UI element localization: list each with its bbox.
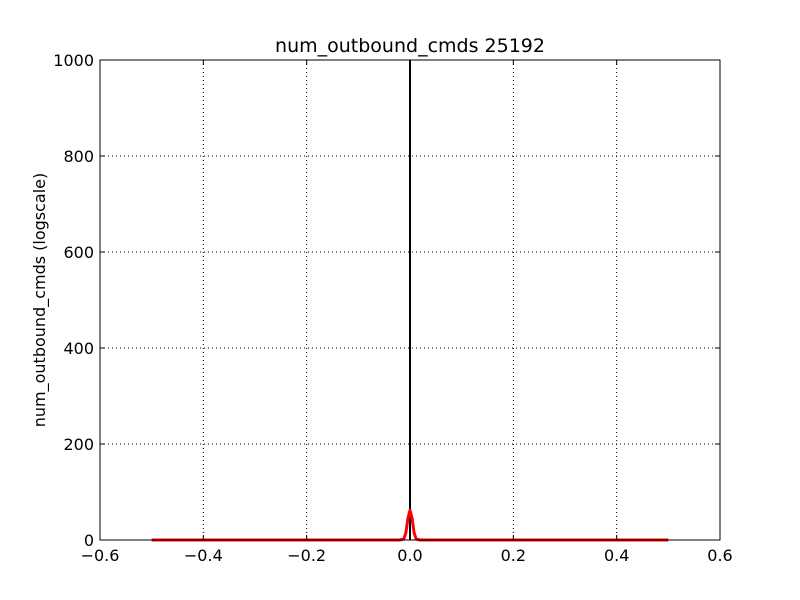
chart-title: num_outbound_cmds 25192 — [275, 35, 545, 57]
x-tick-label: −0.2 — [287, 546, 326, 565]
y-tick-label: 200 — [63, 435, 94, 454]
x-tick-label: 0.2 — [501, 546, 526, 565]
x-tick-label: 0.4 — [604, 546, 629, 565]
y-tick-label: 1000 — [53, 51, 94, 70]
y-tick-label: 800 — [63, 147, 94, 166]
density-curve — [151, 508, 669, 542]
y-tick-label: 0 — [84, 531, 94, 550]
x-tick-label: −0.6 — [81, 546, 120, 565]
y-tick-label: 400 — [63, 339, 94, 358]
y-tick-label: 600 — [63, 243, 94, 262]
x-tick-label: −0.4 — [184, 546, 223, 565]
x-tick-label: 0.0 — [397, 546, 422, 565]
y-axis-label: num_outbound_cmds (logscale) — [30, 173, 50, 428]
ticks-layer: −0.6 −0.4 −0.2 0.0 0.2 0.4 0.6 0 200 400 600 800 100… — [53, 51, 732, 565]
x-tick-label: 0.6 — [707, 546, 732, 565]
series-layer — [151, 60, 669, 542]
